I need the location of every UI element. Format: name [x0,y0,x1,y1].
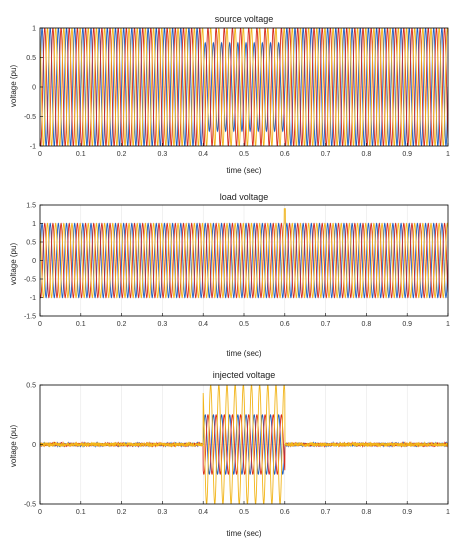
load-voltage-xtick-label: 1 [446,321,450,328]
source-voltage-ylabel: voltage (pu) [9,65,18,108]
injected-voltage-xtick-label: 1 [446,509,450,516]
load-voltage-title: load voltage [220,192,269,202]
injected-voltage-xtick-label: 0.8 [362,509,372,516]
source-voltage-series [40,28,448,146]
injected-voltage-xtick-label: 0 [38,509,42,516]
source-voltage-title: source voltage [215,14,274,24]
source-voltage-xtick-label: 0.4 [198,151,208,158]
source-voltage-ytick-label: -0.5 [24,114,36,121]
load-voltage-ytick-label: -0.5 [24,277,36,284]
load-voltage-ytick-label: 0.5 [26,240,36,247]
source-voltage-xtick-label: 0.8 [362,151,372,158]
load-voltage-ytick-label: -1 [30,295,36,302]
source-voltage-xtick-label: 0.2 [117,151,127,158]
load-voltage-panel: load voltage voltage (pu) time (sec) 0 0.… [9,192,450,358]
injected-voltage-series-1-line [40,413,448,476]
injected-voltage-xtick-label: 0.9 [402,509,412,516]
load-voltage-ticks: 0 0.1 0.2 0.3 0.4 0.5 0.6 0.7 0.8 0.9 1 -1.5 -1 -0.5 0… [24,203,450,329]
load-voltage-ylabel: voltage (pu) [9,243,18,286]
load-voltage-axes-frame [39,204,449,317]
injected-voltage-xlabel: time (sec) [226,529,261,538]
load-voltage-ytick-label: 1.5 [26,203,36,210]
load-voltage-ytick-label: 1 [32,221,36,228]
source-voltage-series-2-line [40,28,448,146]
injected-voltage-xtick-label: 0.5 [239,509,249,516]
injected-voltage-xtick-label: 0.7 [321,509,331,516]
load-voltage-series-1-line [40,222,448,299]
load-voltage-ytick-label: -1.5 [24,314,36,321]
load-voltage-xtick-label: 0.7 [321,321,331,328]
load-voltage-xtick-label: 0.3 [158,321,168,328]
injected-voltage-xtick-label: 0.4 [198,509,208,516]
load-voltage-xtick-label: 0.2 [117,321,127,328]
load-voltage-xlabel: time (sec) [226,349,261,358]
source-voltage-series-3-line [40,28,448,146]
injected-voltage-axes-frame [39,384,449,505]
injected-voltage-xtick-label: 0.1 [76,509,86,516]
load-voltage-xtick-label: 0.9 [402,321,412,328]
load-voltage-series-2-line [40,222,448,299]
source-voltage-xtick-label: 0 [38,151,42,158]
load-voltage-xtick-label: 0.6 [280,321,290,328]
load-voltage-ytick-label: 0 [32,258,36,265]
injected-voltage-ylabel: voltage (pu) [9,425,18,468]
injected-voltage-series-3-line [40,385,448,504]
source-voltage-xtick-label: 0.3 [158,151,168,158]
source-voltage-ytick-label: 0 [32,85,36,92]
injected-voltage-ytick-label: 0 [32,442,36,449]
source-voltage-xtick-label: 0.1 [76,151,86,158]
load-voltage-xtick-label: 0.4 [198,321,208,328]
injected-voltage-xtick-label: 0.3 [158,509,168,516]
load-voltage-xtick-label: 0.5 [239,321,249,328]
source-voltage-xtick-label: 0.9 [402,151,412,158]
source-voltage-ticks: 0 0.1 0.2 0.3 0.4 0.5 0.6 0.7 0.8 0.9 1 -1 -0.5 0 0.5 1 [24,26,450,159]
injected-voltage-title: injected voltage [213,370,276,380]
source-voltage-xtick-label: 0.5 [239,151,249,158]
injected-voltage-ytick-label: -0.5 [24,502,36,509]
injected-voltage-panel: injected voltage voltage (pu) time (sec)… [9,370,450,538]
injected-voltage-series [40,385,448,504]
source-voltage-xtick-label: 0.6 [280,151,290,158]
load-voltage-series-3-line [40,208,448,299]
source-voltage-axes-frame [39,27,449,147]
source-voltage-panel: source voltage voltage (pu) time (sec) 0… [9,14,450,175]
load-voltage-xtick-label: 0.1 [76,321,86,328]
load-voltage-xtick-label: 0.8 [362,321,372,328]
injected-voltage-ytick-label: 0.5 [26,383,36,390]
source-voltage-xtick-label: 1 [446,151,450,158]
source-voltage-series-1-line [40,28,448,146]
source-voltage-xtick-label: 0.7 [321,151,331,158]
load-voltage-series [40,208,448,299]
injected-voltage-xtick-label: 0.6 [280,509,290,516]
source-voltage-ytick-label: -1 [30,144,36,151]
load-voltage-xtick-label: 0 [38,321,42,328]
injected-voltage-xtick-label: 0.2 [117,509,127,516]
source-voltage-ytick-label: 1 [32,26,36,33]
source-voltage-xlabel: time (sec) [226,166,261,175]
source-voltage-ytick-label: 0.5 [26,55,36,62]
